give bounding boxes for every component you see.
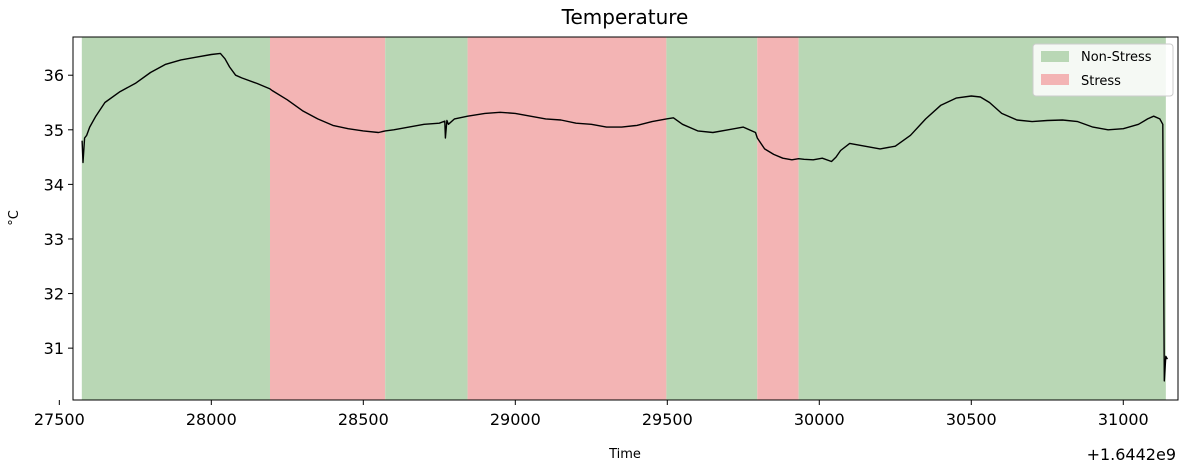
y-tick-label-36: 36 bbox=[44, 66, 64, 85]
span-non-stress-4 bbox=[666, 37, 758, 400]
span-stress-5 bbox=[757, 37, 799, 400]
span-stress-1 bbox=[269, 37, 386, 400]
x-tick-label-30500: 30500 bbox=[946, 410, 997, 429]
x-tick-label-30000: 30000 bbox=[794, 410, 845, 429]
x-tick-label-28500: 28500 bbox=[338, 410, 389, 429]
y-tick-label-33: 33 bbox=[44, 230, 64, 249]
span-stress-3 bbox=[467, 37, 667, 400]
y-axis: 31 32 33 34 35 36 bbox=[44, 66, 73, 358]
y-axis-label: °C bbox=[7, 210, 22, 226]
y-tick-label-35: 35 bbox=[44, 121, 64, 140]
legend-swatch-non-stress bbox=[1041, 51, 1069, 62]
y-tick-label-32: 32 bbox=[44, 285, 64, 304]
legend-label-non-stress: Non-Stress bbox=[1081, 50, 1152, 65]
temperature-series bbox=[81, 52, 1169, 382]
x-tick-label-29000: 29000 bbox=[490, 410, 541, 429]
legend: Non-Stress Stress bbox=[1032, 43, 1174, 97]
y-tick-label-34: 34 bbox=[44, 175, 64, 194]
x-axis: 27500 28000 28500 29000 29500 30000 30500 31000 bbox=[34, 400, 1149, 429]
x-axis-offset: +1.6442e9 bbox=[1087, 445, 1176, 464]
x-axis-label: Time bbox=[608, 447, 641, 462]
chart-title: Temperature bbox=[561, 5, 689, 29]
stress-spans bbox=[81, 37, 1166, 400]
series-line-0 bbox=[81, 52, 1169, 382]
legend-label-stress: Stress bbox=[1081, 74, 1121, 89]
y-tick-label-31: 31 bbox=[44, 339, 64, 358]
x-tick-label-27500: 27500 bbox=[34, 410, 85, 429]
plot-frame bbox=[72, 36, 1179, 401]
span-non-stress-2 bbox=[385, 37, 468, 400]
x-tick-label-28000: 28000 bbox=[186, 410, 237, 429]
x-tick-label-29500: 29500 bbox=[642, 410, 693, 429]
x-tick-label-31000: 31000 bbox=[1098, 410, 1149, 429]
span-non-stress-0 bbox=[81, 37, 270, 400]
legend-swatch-stress bbox=[1041, 74, 1069, 85]
